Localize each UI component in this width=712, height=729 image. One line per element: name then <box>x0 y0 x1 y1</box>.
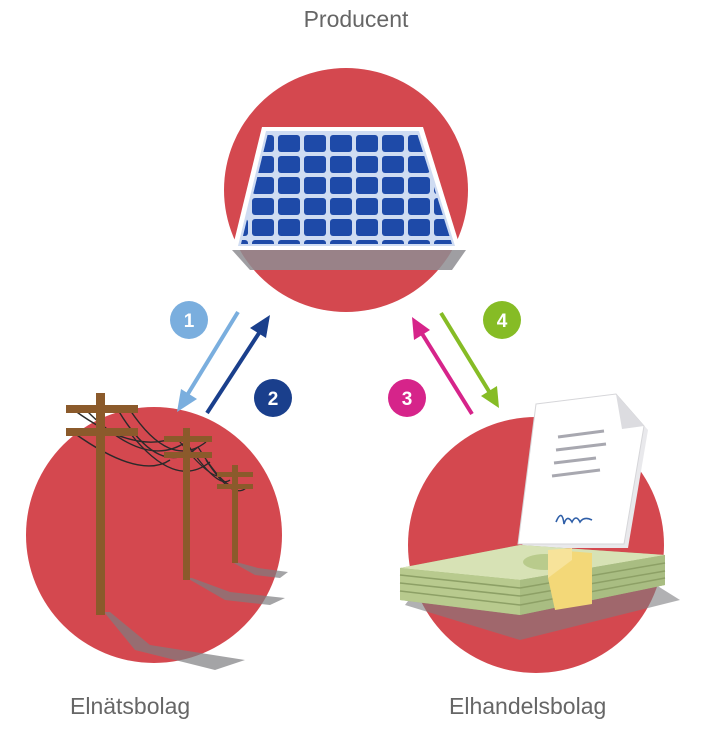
grid-company-node <box>26 393 288 670</box>
power-lines-icon <box>66 393 288 670</box>
grid-company-label: Elnätsbolag <box>70 693 191 719</box>
step-badge-1: 1 <box>170 301 208 339</box>
step-number-3: 3 <box>402 389 413 410</box>
step-badge-3: 3 <box>388 379 426 417</box>
retail-company-node <box>399 393 680 673</box>
producer-label: Producent <box>303 6 409 32</box>
producer-node <box>224 68 468 312</box>
step-badge-2: 2 <box>254 379 292 417</box>
arrow-step-1 <box>177 310 240 412</box>
arrow-step-3 <box>412 317 474 416</box>
step-number-2: 2 <box>268 389 279 410</box>
step-badge-4: 4 <box>483 301 521 339</box>
solar-panel-icon <box>232 127 466 270</box>
step-number-1: 1 <box>184 311 195 332</box>
step-number-4: 4 <box>497 311 508 332</box>
money-stack-icon <box>399 545 680 640</box>
retail-company-label: Elhandelsbolag <box>449 693 607 719</box>
grid-company-circle <box>26 407 282 663</box>
money-and-contract-icon <box>399 393 680 640</box>
arrow-step-2 <box>205 315 270 415</box>
arrow-step-4 <box>439 311 499 408</box>
contract-icon <box>517 393 648 548</box>
